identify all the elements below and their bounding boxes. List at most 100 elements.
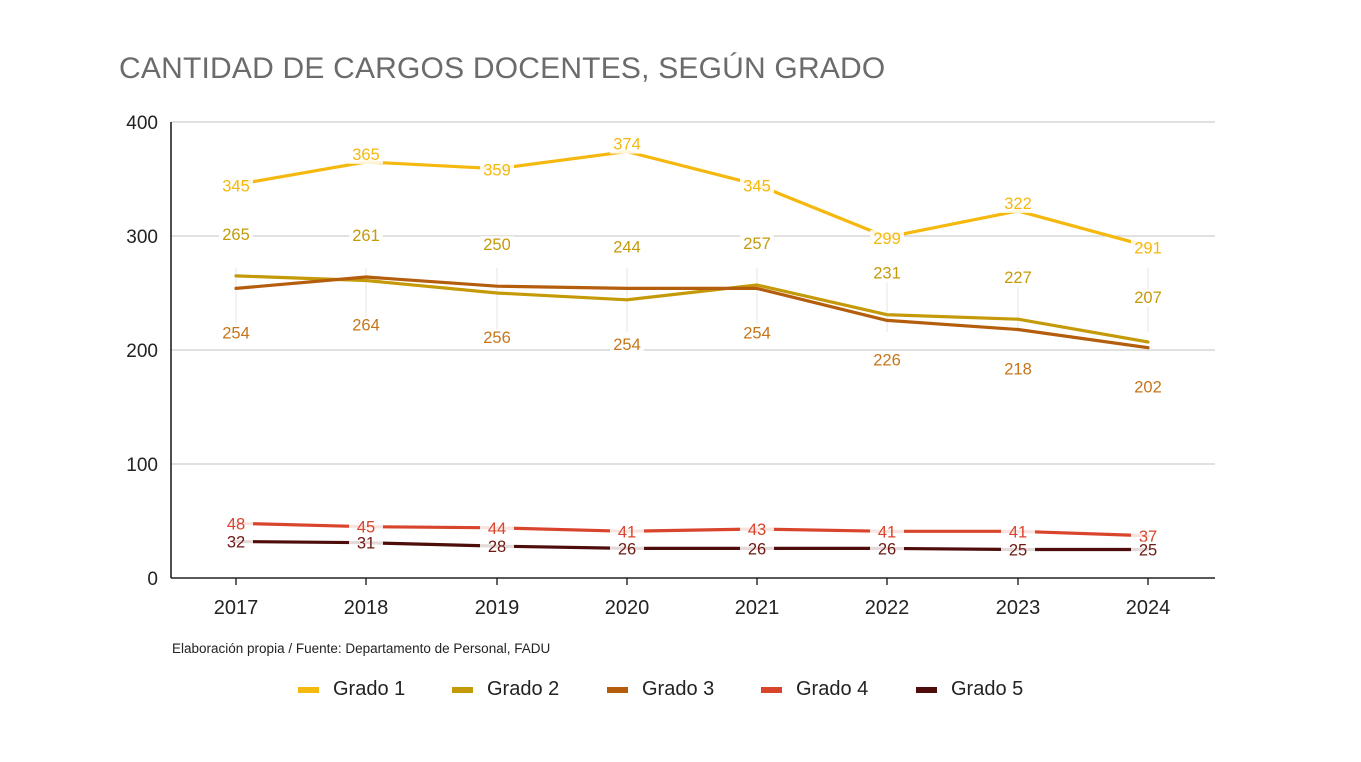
series-line-grado-4 xyxy=(234,521,1150,538)
data-label-bg xyxy=(349,518,383,537)
data-label-grado-3: 254 xyxy=(222,324,250,342)
data-label-grado-4: 43 xyxy=(748,521,766,539)
legend-item-grado-2: Grado 2 xyxy=(452,678,559,701)
data-label-bg xyxy=(740,177,774,196)
data-label-grado-5: 26 xyxy=(618,540,636,558)
data-label-bg xyxy=(740,540,774,559)
source-note: Elaboración propia / Fuente: Departament… xyxy=(172,641,551,656)
data-label-grado-2: 207 xyxy=(1134,289,1162,307)
data-label-bg xyxy=(610,135,644,154)
data-label-grado-3: 202 xyxy=(1134,379,1162,397)
data-label-grado-3: 254 xyxy=(743,324,771,342)
data-label-bg xyxy=(870,264,904,283)
data-label-grado-1: 322 xyxy=(1004,195,1032,213)
data-label-grado-1: 345 xyxy=(743,178,771,196)
x-tick-label: 2019 xyxy=(475,597,520,619)
data-label-grado-1: 359 xyxy=(483,162,511,180)
data-label-grado-4: 37 xyxy=(1139,528,1157,546)
data-label-grado-4: 45 xyxy=(357,519,375,537)
data-label-bg xyxy=(480,236,514,255)
series-line-grado-3 xyxy=(234,275,1150,350)
data-label-grado-2: 261 xyxy=(352,227,380,245)
data-label-bg xyxy=(740,235,774,254)
data-label-bg xyxy=(870,523,904,542)
data-label-grado-1: 365 xyxy=(352,146,380,164)
data-label-bg xyxy=(480,519,514,538)
data-label-bg xyxy=(1001,360,1035,379)
data-label-grado-3: 226 xyxy=(873,351,901,369)
legend-item-grado-4: Grado 4 xyxy=(761,678,868,701)
line-chart: 0 100 200 300 400 2017 2018 2019 2020 2021 2022 202… xyxy=(126,113,1215,619)
data-label-grado-4: 44 xyxy=(488,520,506,538)
data-label-grado-5: 32 xyxy=(227,534,245,552)
x-tick-label: 2020 xyxy=(605,597,650,619)
data-label-grado-1: 291 xyxy=(1134,239,1162,257)
data-label-grado-5: 25 xyxy=(1139,542,1157,560)
legend-swatch xyxy=(916,686,937,693)
data-label-bg xyxy=(1001,523,1035,542)
x-tick-label: 2018 xyxy=(344,597,389,619)
y-tick-label: 300 xyxy=(126,227,158,248)
data-label-grado-1: 345 xyxy=(222,178,250,196)
data-label-grado-4: 41 xyxy=(878,523,896,541)
data-label-grado-2: 265 xyxy=(222,226,250,244)
legend-label: Grado 5 xyxy=(951,678,1024,700)
data-label-grado-4: 41 xyxy=(618,523,636,541)
data-label-bg xyxy=(219,177,253,196)
y-tick-label: 0 xyxy=(147,569,158,590)
data-label-bg xyxy=(1131,378,1165,397)
legend: Grado 1 Grado 2 Grado 3 Grado 4 Grado 5 xyxy=(0,678,1361,708)
data-label-bg xyxy=(870,230,904,249)
data-label-bg xyxy=(349,316,383,335)
data-label-bg xyxy=(610,540,644,559)
data-label-grado-5: 26 xyxy=(878,540,896,558)
legend-item-grado-3: Grado 3 xyxy=(607,678,714,701)
data-label-bg xyxy=(349,145,383,164)
data-label-grado-4: 41 xyxy=(1009,523,1027,541)
data-label-grado-3: 254 xyxy=(613,336,641,354)
legend-swatch xyxy=(607,686,628,693)
x-tick-label: 2017 xyxy=(214,597,259,619)
data-label-bg xyxy=(740,324,774,343)
data-label-bg xyxy=(1131,527,1165,546)
legend-label: Grado 4 xyxy=(796,678,869,700)
data-label-bg xyxy=(610,335,644,354)
data-label-bg xyxy=(349,534,383,553)
data-label-grado-5: 31 xyxy=(357,535,375,553)
data-label-grado-1: 299 xyxy=(873,230,901,248)
data-label-grado-3: 218 xyxy=(1004,360,1032,378)
x-tick-label: 2023 xyxy=(996,597,1041,619)
legend-item-grado-5: Grado 5 xyxy=(916,678,1023,701)
data-label-bg xyxy=(480,161,514,180)
data-label-grado-3: 264 xyxy=(352,316,380,334)
data-label-bg xyxy=(1001,194,1035,213)
data-label-bg xyxy=(870,540,904,559)
data-label-bg xyxy=(219,515,253,534)
series-line-grado-5 xyxy=(234,539,1150,552)
data-label-bg xyxy=(480,538,514,557)
legend-label: Grado 1 xyxy=(333,678,406,700)
legend-label: Grado 2 xyxy=(487,678,560,700)
data-label-bg xyxy=(219,533,253,552)
data-label-grado-2: 250 xyxy=(483,236,511,254)
data-label-grado-5: 28 xyxy=(488,538,506,556)
data-label-grado-2: 257 xyxy=(743,235,771,253)
y-tick-label: 100 xyxy=(126,455,158,476)
data-label-grado-4: 48 xyxy=(227,515,245,533)
data-label-grado-2: 231 xyxy=(873,265,901,283)
legend-item-grado-1: Grado 1 xyxy=(298,678,405,701)
data-label-grado-5: 25 xyxy=(1009,542,1027,560)
data-label-grado-2: 227 xyxy=(1004,269,1032,287)
data-label-bg xyxy=(740,520,774,539)
data-label-grado-1: 374 xyxy=(613,136,641,154)
series-line-grado-1 xyxy=(234,150,1150,248)
x-tick-label: 2022 xyxy=(865,597,910,619)
y-tick-label: 400 xyxy=(126,113,158,134)
data-label-bg xyxy=(610,523,644,542)
data-label-grado-5: 26 xyxy=(748,540,766,558)
data-label-bg xyxy=(219,225,253,244)
series-line-grado-2 xyxy=(234,274,1150,344)
x-tick-label: 2024 xyxy=(1126,597,1171,619)
legend-label: Grado 3 xyxy=(642,678,715,700)
data-label-bg xyxy=(480,329,514,347)
